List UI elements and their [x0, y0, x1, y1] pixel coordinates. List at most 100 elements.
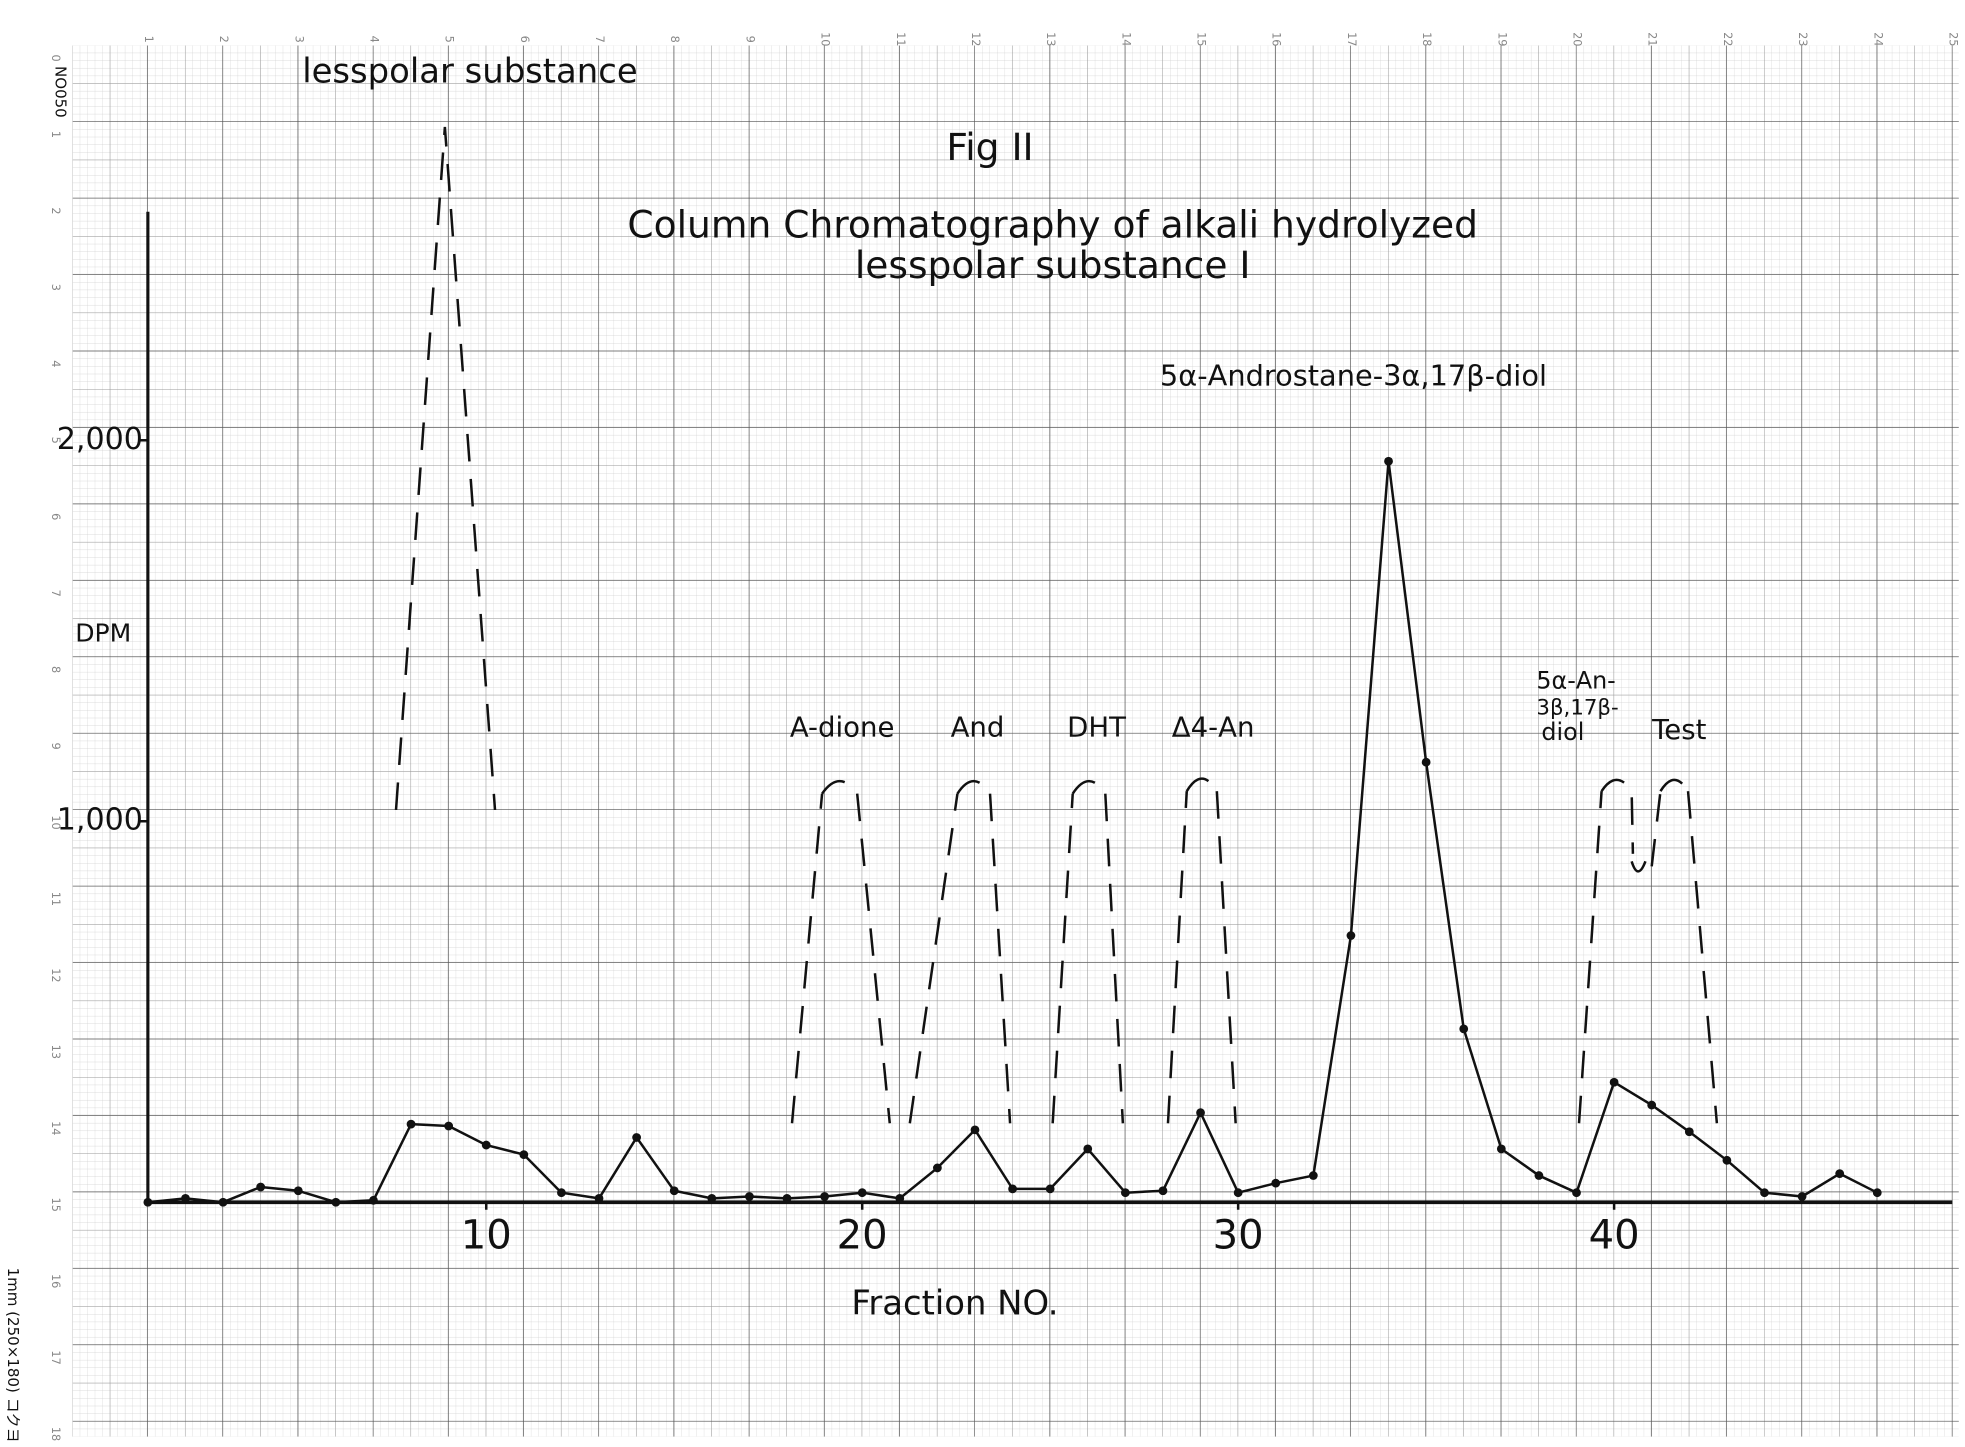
data-point: [1045, 1184, 1055, 1194]
paper-number: 17: [49, 1350, 62, 1364]
annotation: And: [951, 711, 1005, 744]
paper-number: 16: [1270, 32, 1283, 46]
paper-code: NO050: [52, 66, 70, 118]
paper-number: 15: [1195, 32, 1208, 46]
data-point: [1496, 1144, 1506, 1154]
annotation: Test: [1651, 713, 1706, 746]
paper-number: 11: [894, 32, 907, 46]
data-point: [1609, 1077, 1619, 1087]
data-point: [970, 1125, 980, 1135]
data-point: [1684, 1127, 1694, 1137]
data-point: [782, 1194, 792, 1203]
x-tick-label: 20: [837, 1212, 888, 1258]
data-point: [256, 1182, 266, 1192]
data-point: [1534, 1171, 1544, 1180]
paper-number: 9: [49, 742, 62, 749]
data-point: [1797, 1192, 1807, 1201]
data-point: [1835, 1169, 1845, 1179]
chart-title: Fig II: [946, 125, 1033, 169]
data-point: [820, 1192, 829, 1201]
paper-number: 1: [142, 36, 155, 43]
data-point: [1647, 1100, 1657, 1110]
data-point: [1271, 1178, 1281, 1188]
paper-number: 4: [367, 36, 380, 43]
data-point: [895, 1194, 905, 1203]
data-point: [293, 1186, 303, 1196]
paper-number: 6: [518, 36, 531, 43]
paper-number: 12: [49, 968, 62, 982]
graph-paper: [72, 45, 1959, 1437]
subtitle: Column Chromatography of alkali hydrolyz…: [627, 203, 1478, 247]
data-point: [181, 1194, 190, 1203]
data-point: [519, 1150, 529, 1159]
paper-number: 14: [49, 1121, 62, 1135]
paper-number: 6: [49, 513, 62, 520]
annotation: 5α-An-: [1536, 667, 1615, 695]
data-point: [331, 1197, 341, 1207]
y-axis-label: DPM: [75, 619, 131, 648]
paper-number: 18: [49, 1427, 62, 1441]
data-point: [1008, 1184, 1017, 1194]
data-point: [745, 1192, 754, 1201]
paper-number: 22: [1721, 32, 1734, 46]
data-point: [218, 1197, 228, 1207]
data-point: [1872, 1188, 1882, 1198]
data-point: [1346, 931, 1356, 940]
data-point: [632, 1133, 642, 1142]
data-point: [594, 1194, 604, 1203]
paper-number: 19: [1495, 32, 1508, 46]
x-tick-label: 40: [1589, 1212, 1640, 1258]
data-point: [1308, 1171, 1318, 1180]
data-point: [1722, 1155, 1732, 1165]
reference-peaks: [394, 126, 1719, 1124]
paper-number: 12: [969, 32, 982, 46]
y-tick-label: 2,000: [57, 422, 143, 457]
y-tick-label: 1,000: [57, 803, 143, 838]
data-point: [369, 1195, 378, 1205]
data-point: [669, 1186, 679, 1196]
data-point: [557, 1188, 566, 1198]
x-tick-label: 10: [461, 1212, 512, 1258]
paper-size: 1mm (250×180) コクヨ: [4, 1268, 22, 1443]
data-point: [932, 1163, 942, 1173]
data-point: [857, 1188, 867, 1198]
data-point: [1421, 757, 1431, 767]
data-point: [1083, 1144, 1093, 1154]
annotation: Δ4-An: [1172, 711, 1255, 744]
data-point: [1760, 1188, 1769, 1198]
paper-number: 11: [49, 892, 62, 906]
subtitle: lesspolar substance I: [855, 243, 1251, 287]
data-point: [1120, 1188, 1130, 1198]
annotation: 5α-Androstane-3α,17β-diol: [1160, 359, 1547, 393]
paper-number: 13: [1044, 32, 1057, 46]
paper-number: 8: [668, 36, 681, 43]
paper-number: 4: [49, 360, 62, 367]
data-point: [444, 1121, 454, 1131]
paper-number: 7: [49, 590, 62, 597]
x-axis-label: Fraction NO.: [851, 1283, 1058, 1322]
paper-number: 17: [1345, 32, 1358, 46]
paper-number: 10: [49, 815, 62, 829]
paper-number: 2: [49, 207, 62, 214]
paper-number: 15: [49, 1198, 62, 1212]
annotation: lesspolar substance: [302, 52, 637, 91]
data-point: [406, 1119, 416, 1129]
annotation: DHT: [1067, 711, 1126, 744]
annotation: diol: [1541, 718, 1584, 746]
data-point: [481, 1140, 491, 1150]
paper-number: 7: [593, 36, 606, 43]
data-point: [143, 1197, 153, 1207]
annotation: 3β,17β-: [1536, 695, 1618, 720]
paper-number: 20: [1571, 32, 1584, 46]
data-point: [1196, 1108, 1205, 1118]
paper-number: 10: [819, 32, 832, 46]
paper-number: 21: [1646, 32, 1659, 46]
paper-number: 18: [1420, 32, 1433, 46]
paper-number: 25: [1946, 32, 1959, 46]
paper-number: 5: [443, 36, 456, 43]
paper-number: 16: [49, 1274, 62, 1288]
paper-number: 24: [1871, 32, 1884, 46]
paper-number: 1: [49, 131, 62, 138]
